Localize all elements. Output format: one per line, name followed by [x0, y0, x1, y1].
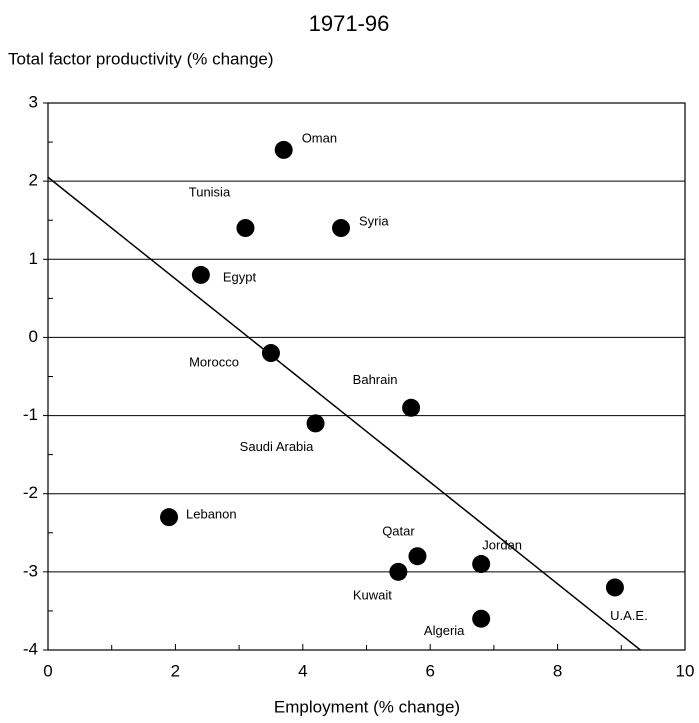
x-tick-label: 4 [298, 661, 307, 680]
x-axis-label: Employment (% change) [274, 697, 460, 716]
point [408, 547, 427, 566]
point [472, 609, 491, 628]
x-tick-label: 0 [43, 661, 52, 680]
y-tick-label: 0 [29, 327, 38, 346]
x-tick-label: 6 [425, 661, 434, 680]
chart-title: 1971-96 [309, 11, 390, 36]
x-tick-label: 2 [171, 661, 180, 680]
y-tick-label: -2 [23, 483, 38, 502]
point [191, 265, 210, 284]
point-label: Kuwait [353, 587, 392, 602]
point-label: Lebanon [186, 507, 237, 522]
point-label: Algeria [424, 623, 465, 638]
point [261, 344, 280, 363]
point-label: Egypt [223, 269, 257, 284]
point-label: Jordan [482, 537, 522, 552]
point-label: Syria [359, 213, 389, 228]
y-tick-label: 2 [29, 171, 38, 190]
point-label: Tunisia [189, 184, 231, 199]
y-tick-label: -4 [23, 639, 38, 658]
point-label: Saudi Arabia [240, 439, 314, 454]
point-label: Qatar [382, 524, 415, 539]
point [389, 562, 408, 581]
point [605, 578, 624, 597]
point [236, 219, 255, 238]
y-tick-label: -3 [23, 561, 38, 580]
y-tick-label: -1 [23, 405, 38, 424]
point [160, 508, 179, 527]
point [402, 398, 421, 417]
point [332, 219, 351, 238]
trend-line [47, 176, 641, 651]
point-label: U.A.E. [610, 608, 648, 623]
point-label: Oman [302, 130, 337, 145]
x-tick-label: 10 [676, 661, 695, 680]
point-label: Bahrain [353, 372, 398, 387]
point [274, 140, 293, 159]
y-axis-label: Total factor productivity (% change) [8, 49, 274, 68]
x-tick-label: 8 [553, 661, 562, 680]
point [472, 555, 491, 574]
y-tick-label: 3 [29, 92, 38, 111]
point [306, 414, 325, 433]
y-tick-label: 1 [29, 249, 38, 268]
point-label: Morocco [189, 354, 239, 369]
